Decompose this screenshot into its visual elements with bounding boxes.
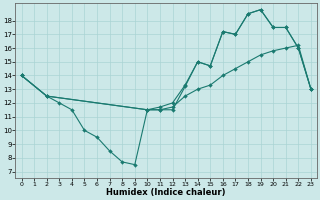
X-axis label: Humidex (Indice chaleur): Humidex (Indice chaleur) <box>107 188 226 197</box>
